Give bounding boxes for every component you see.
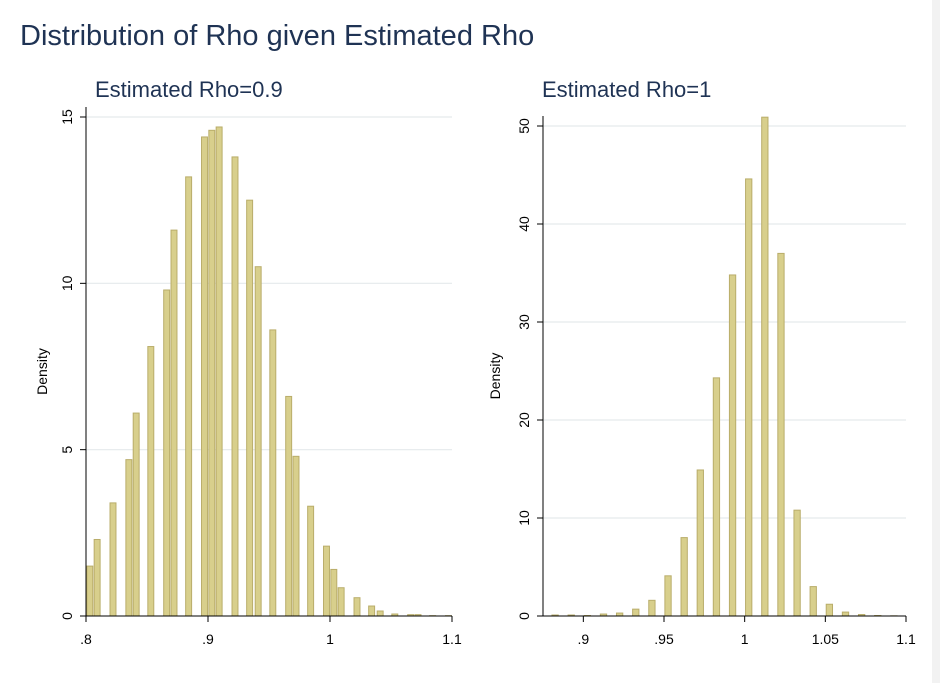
histogram-bar (330, 568, 338, 617)
x-tick-label: .9 (202, 631, 214, 647)
histogram-bar (231, 156, 239, 617)
y-tick-label: 30 (516, 314, 532, 330)
x-tick-label: .95 (654, 631, 674, 647)
histogram-bar (712, 377, 721, 617)
histogram-bar (680, 537, 688, 617)
histogram-bar (761, 116, 769, 617)
histogram-bar (664, 575, 672, 617)
y-tick-label: 20 (516, 412, 532, 428)
y-tick-label: 40 (516, 216, 532, 232)
histogram-bar (809, 586, 817, 617)
histogram-bar (376, 610, 384, 617)
histogram-bar (132, 412, 140, 617)
histogram-bar (696, 469, 704, 617)
histogram-bar (215, 126, 223, 617)
y-axis-title: Density (34, 348, 50, 395)
y-tick-label: 50 (516, 118, 532, 134)
histogram-bar (125, 459, 133, 617)
histogram-bar (353, 597, 361, 617)
x-tick-label: .9 (577, 631, 589, 647)
histogram-bar (777, 252, 785, 617)
y-tick-label: 5 (59, 446, 75, 454)
histogram-bar (745, 178, 753, 617)
x-tick-label: 1.1 (896, 631, 916, 647)
histogram-bar (201, 136, 208, 617)
y-tick-label: 15 (59, 109, 75, 125)
histogram-bar (841, 611, 850, 617)
histogram-bar (632, 608, 640, 617)
x-tick-label: 1 (326, 631, 334, 647)
histogram-bar (793, 509, 801, 617)
x-tick-label: 1.1 (442, 631, 462, 647)
x-tick-label: 1.05 (812, 631, 839, 647)
y-tick-label: 0 (59, 612, 75, 620)
histogram-bar (86, 565, 94, 617)
histogram-bar (246, 199, 254, 617)
panel-title: Estimated Rho=1 (542, 77, 711, 102)
histogram-bar (728, 274, 737, 617)
histogram-bar (368, 605, 376, 617)
histogram-bar (109, 502, 117, 617)
histogram-bar (93, 538, 101, 617)
main-title: Distribution of Rho given Estimated Rho (20, 20, 534, 52)
chart-panel-1: Estimated Rho=0.9 0 5 10 15 .8 .9 1 1.1 Density (34, 77, 462, 647)
histogram-bar (147, 346, 155, 617)
y-tick-label: 0 (516, 612, 532, 620)
histogram-bar (307, 505, 315, 617)
histogram-bar (185, 176, 193, 617)
histogram-bar (825, 603, 834, 617)
y-tick-label: 10 (516, 510, 532, 526)
x-tick-label: .8 (80, 631, 92, 647)
y-axis-title: Density (487, 353, 503, 400)
panel-title: Estimated Rho=0.9 (95, 77, 283, 102)
histogram-bar (269, 329, 277, 617)
histogram-bar (337, 587, 345, 617)
histogram-bar (285, 395, 293, 617)
histogram-bar (323, 545, 330, 617)
histogram-bar (170, 229, 178, 617)
chart-panel-2: Estimated Rho=1 0 10 20 30 40 50 .9 .95 1 1.05 1.1 D… (487, 77, 916, 647)
window-edge-strip (932, 0, 940, 683)
histogram-bar (208, 129, 216, 617)
histogram-bar (648, 599, 656, 617)
y-tick-label: 10 (59, 275, 75, 291)
histogram-bar (254, 266, 262, 617)
x-tick-label: 1 (741, 631, 749, 647)
histogram-bar (163, 289, 171, 617)
histogram-bar (292, 455, 300, 617)
